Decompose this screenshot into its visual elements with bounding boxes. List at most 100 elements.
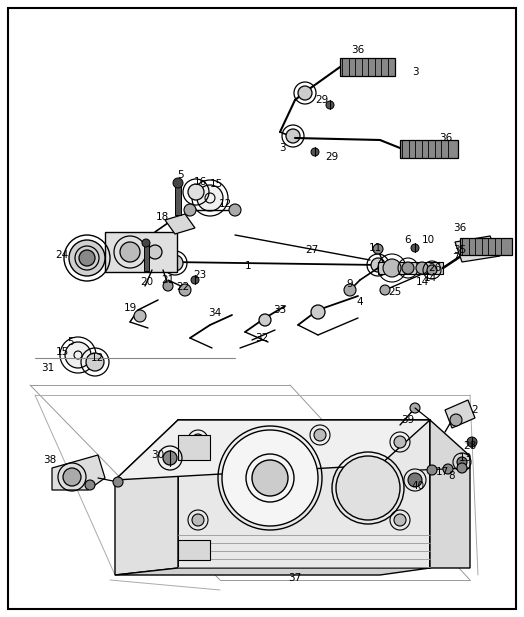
Bar: [400, 140, 458, 158]
Circle shape: [394, 436, 406, 448]
Circle shape: [79, 250, 95, 266]
Text: 27: 27: [305, 245, 319, 255]
Polygon shape: [165, 214, 195, 234]
Text: 33: 33: [274, 305, 287, 315]
Circle shape: [336, 456, 400, 520]
Circle shape: [113, 477, 123, 487]
Text: 35: 35: [453, 245, 467, 255]
Text: 18: 18: [156, 212, 169, 222]
Circle shape: [192, 514, 204, 526]
Polygon shape: [430, 420, 470, 568]
Text: 1: 1: [245, 261, 252, 271]
Bar: [175, 183, 181, 215]
Circle shape: [371, 258, 385, 272]
Bar: [105, 232, 177, 272]
Circle shape: [373, 244, 383, 254]
Text: 21: 21: [161, 275, 174, 285]
Text: 14: 14: [423, 273, 436, 283]
Polygon shape: [178, 435, 210, 460]
Circle shape: [380, 285, 390, 295]
Circle shape: [163, 451, 177, 465]
Circle shape: [311, 305, 325, 319]
Circle shape: [163, 281, 173, 291]
Text: 6: 6: [405, 235, 411, 245]
Text: 3: 3: [279, 143, 285, 153]
Circle shape: [427, 265, 437, 275]
Text: 17: 17: [435, 467, 449, 477]
Polygon shape: [178, 420, 430, 568]
Circle shape: [86, 353, 104, 371]
Circle shape: [184, 204, 196, 216]
Text: 28: 28: [463, 441, 477, 451]
Text: 26: 26: [429, 263, 442, 273]
Text: 34: 34: [209, 308, 222, 318]
Text: 15: 15: [56, 347, 69, 357]
Circle shape: [173, 178, 183, 188]
Circle shape: [383, 259, 401, 277]
Text: 36: 36: [352, 45, 365, 55]
Circle shape: [85, 480, 95, 490]
Polygon shape: [52, 455, 105, 490]
Circle shape: [188, 184, 204, 200]
Circle shape: [326, 101, 334, 109]
Circle shape: [443, 464, 453, 474]
Bar: [378, 262, 443, 274]
Polygon shape: [178, 540, 210, 560]
Circle shape: [314, 429, 326, 441]
Text: 7: 7: [452, 253, 458, 263]
Polygon shape: [455, 236, 500, 262]
Circle shape: [63, 468, 81, 486]
Circle shape: [427, 465, 437, 475]
Text: 30: 30: [151, 450, 165, 460]
Circle shape: [344, 284, 356, 296]
Circle shape: [229, 204, 241, 216]
Text: 29: 29: [315, 95, 329, 105]
Circle shape: [192, 434, 204, 446]
Circle shape: [457, 463, 467, 473]
Text: 2: 2: [472, 405, 478, 415]
Polygon shape: [115, 420, 430, 480]
Circle shape: [402, 262, 414, 274]
Circle shape: [408, 473, 422, 487]
Bar: [340, 58, 395, 76]
Text: 5: 5: [177, 170, 183, 180]
Text: 3: 3: [412, 67, 418, 77]
Circle shape: [120, 242, 140, 262]
Text: 24: 24: [56, 250, 69, 260]
Text: 29: 29: [325, 152, 339, 162]
Text: 13: 13: [458, 453, 472, 463]
Circle shape: [311, 148, 319, 156]
Circle shape: [286, 129, 300, 143]
Text: 12: 12: [90, 353, 104, 363]
Circle shape: [411, 244, 419, 252]
Text: 12: 12: [219, 199, 232, 209]
Circle shape: [298, 86, 312, 100]
Circle shape: [222, 430, 318, 526]
Circle shape: [69, 240, 105, 276]
Circle shape: [252, 460, 288, 496]
Circle shape: [394, 514, 406, 526]
Circle shape: [148, 245, 162, 259]
Circle shape: [467, 437, 477, 447]
Text: 36: 36: [453, 223, 467, 233]
Circle shape: [191, 276, 199, 284]
Bar: [460, 238, 512, 255]
Circle shape: [179, 284, 191, 296]
Circle shape: [450, 414, 462, 426]
Text: 36: 36: [440, 133, 453, 143]
Text: 37: 37: [288, 573, 302, 583]
Circle shape: [197, 185, 223, 211]
Circle shape: [65, 342, 91, 368]
Text: 19: 19: [123, 303, 137, 313]
Text: 25: 25: [388, 287, 401, 297]
Circle shape: [457, 457, 467, 467]
Text: 23: 23: [193, 270, 206, 280]
Circle shape: [259, 314, 271, 326]
Text: 9: 9: [347, 279, 353, 289]
Circle shape: [167, 255, 183, 271]
Text: 32: 32: [255, 333, 269, 343]
Text: 10: 10: [421, 235, 434, 245]
Circle shape: [142, 239, 150, 247]
Text: 4: 4: [357, 297, 363, 307]
Circle shape: [134, 310, 146, 322]
